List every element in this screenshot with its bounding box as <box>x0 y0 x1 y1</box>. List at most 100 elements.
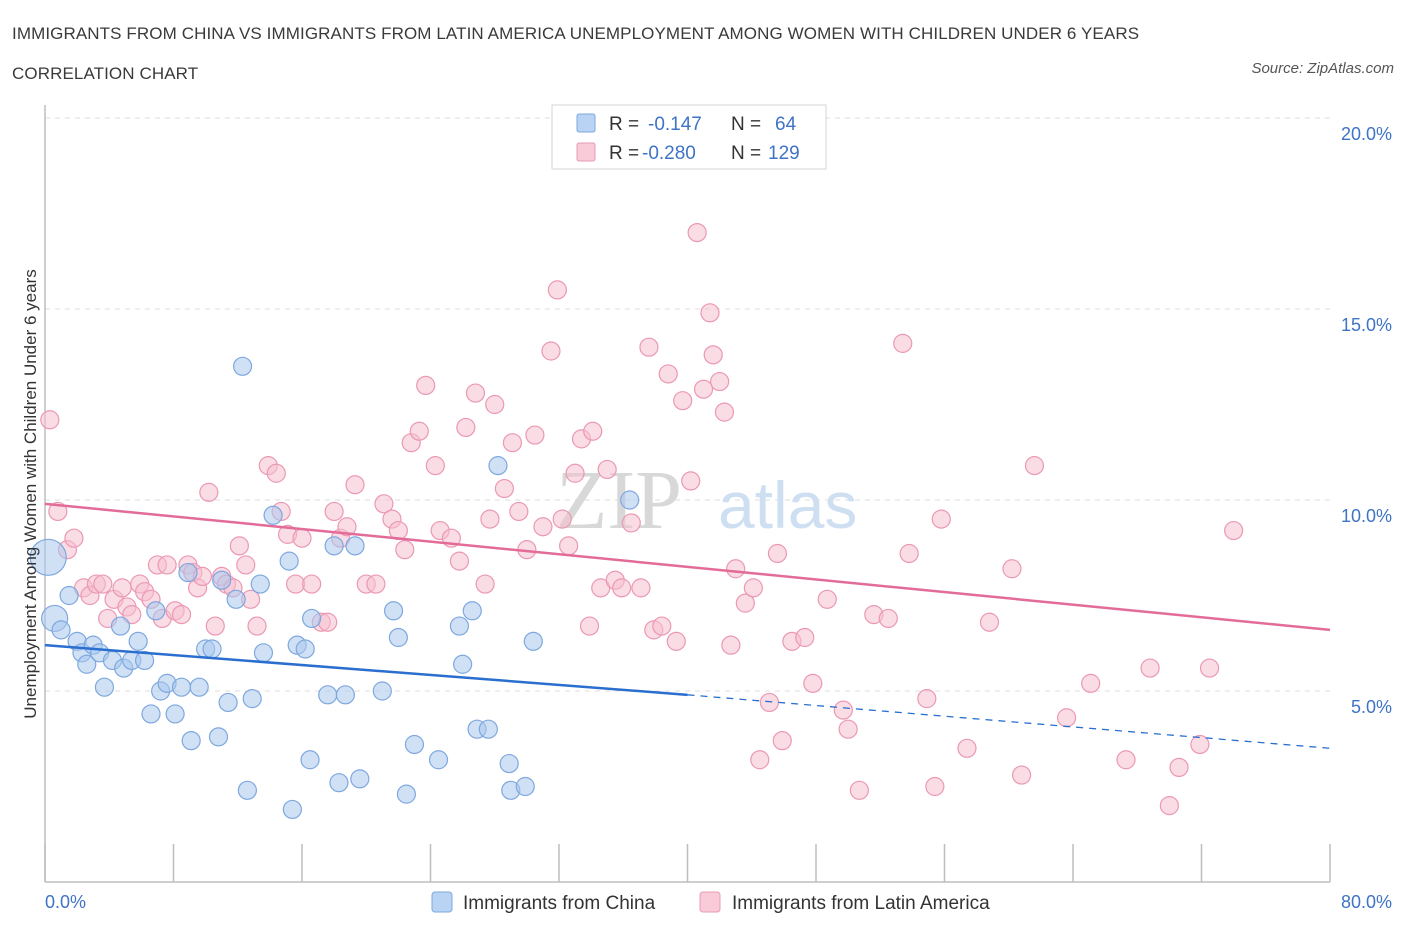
bottom-legend-china: Immigrants from China <box>463 893 656 914</box>
china-trend-line <box>44 643 688 697</box>
latam-point <box>449 551 470 571</box>
china-point <box>523 631 543 651</box>
latam-point <box>726 559 746 579</box>
china-point <box>242 689 262 709</box>
y-tick-label: 10.0% <box>1341 506 1392 526</box>
latam-point <box>547 280 567 300</box>
latam-point <box>658 364 678 384</box>
latam-point <box>1116 750 1136 770</box>
latam-point <box>639 337 659 357</box>
china-point <box>146 601 166 621</box>
x-tick-label-start: 0.0% <box>45 892 86 912</box>
legend-latam-r-value: -0.280 <box>642 143 696 164</box>
legend-china-r-value: -0.147 <box>648 114 702 135</box>
latam-point <box>767 543 788 564</box>
latam-point <box>509 501 529 522</box>
latam-point <box>502 433 523 453</box>
latam-point <box>345 475 365 495</box>
latam-point <box>236 555 256 575</box>
latam-point <box>1081 673 1101 693</box>
china-point <box>29 538 67 576</box>
china-point <box>134 650 155 671</box>
china-point <box>237 780 257 800</box>
points-china <box>29 356 640 820</box>
latam-point <box>409 421 429 441</box>
china-point <box>515 776 535 797</box>
latam-point <box>579 616 600 636</box>
latam-point <box>878 608 898 629</box>
latam-point <box>703 345 723 365</box>
latam-point <box>772 731 792 751</box>
latam-point <box>229 536 249 556</box>
latam-point <box>612 578 632 598</box>
latam-point <box>337 517 357 537</box>
latam-point <box>205 616 225 636</box>
latam-point <box>1224 520 1244 541</box>
china-point <box>350 769 370 789</box>
latam-point <box>93 574 113 594</box>
china-point <box>453 654 473 674</box>
china-point <box>94 677 115 697</box>
y-axis-label: Unemployment Among Women with Children U… <box>21 269 40 718</box>
x-tick-label-end: 80.0% <box>1341 892 1392 912</box>
latam-point <box>285 574 306 594</box>
legend-box <box>551 104 827 170</box>
latam-point <box>700 303 720 323</box>
latam-point <box>533 517 553 537</box>
china-point <box>300 750 320 770</box>
china-point <box>128 631 148 651</box>
latam-point <box>122 604 142 625</box>
china-point <box>324 536 344 556</box>
latam-point <box>693 379 714 399</box>
latam-point <box>750 750 770 770</box>
latam-point <box>1056 708 1077 728</box>
china-point <box>279 551 299 571</box>
latam-point <box>40 410 60 430</box>
legend-latam-n-value: 129 <box>768 143 800 164</box>
latam-point <box>652 616 672 636</box>
latam-point <box>1199 658 1220 678</box>
latam-point <box>465 383 486 403</box>
legend-china-n-label: N = <box>731 114 761 135</box>
latam-point <box>721 635 741 655</box>
bottom-legend-latam: Immigrants from Latin America <box>732 893 990 914</box>
latam-trend-line <box>44 502 1331 632</box>
latam-point <box>710 371 730 392</box>
latam-point <box>743 578 763 598</box>
latam-point <box>917 689 937 709</box>
china-point <box>253 643 274 663</box>
china-point <box>263 505 283 525</box>
legend-china-n-value: 64 <box>775 114 797 135</box>
latam-point <box>559 536 579 556</box>
bottom-legend: Immigrants from China Immigrants from La… <box>431 891 990 914</box>
china-point <box>208 727 229 747</box>
latam-point <box>456 417 476 438</box>
latam-point <box>759 692 780 713</box>
latam-point <box>266 463 286 483</box>
china-point <box>295 639 315 659</box>
latam-point <box>565 463 585 483</box>
legend-latam-r-label: R = <box>609 143 639 164</box>
china-point <box>318 685 338 705</box>
latam-point <box>899 543 919 564</box>
bottom-legend-swatch-china <box>431 891 453 913</box>
latam-point <box>416 375 436 395</box>
legend-swatch-latam <box>576 142 596 162</box>
latam-point <box>979 612 1000 632</box>
latam-point <box>931 509 951 529</box>
china-point <box>462 601 482 621</box>
latam-point <box>957 738 977 758</box>
latam-point <box>1169 757 1189 778</box>
china-point <box>226 589 246 609</box>
latam-point <box>552 509 572 529</box>
latam-point <box>631 578 651 598</box>
y-tick-label: 20.0% <box>1341 124 1392 144</box>
china-trend-extension <box>687 694 1331 749</box>
latam-point <box>64 528 84 548</box>
latam-point <box>1002 559 1022 579</box>
latam-point <box>803 673 823 693</box>
china-point <box>329 773 349 793</box>
china-point <box>282 799 302 820</box>
latam-point <box>302 574 322 594</box>
